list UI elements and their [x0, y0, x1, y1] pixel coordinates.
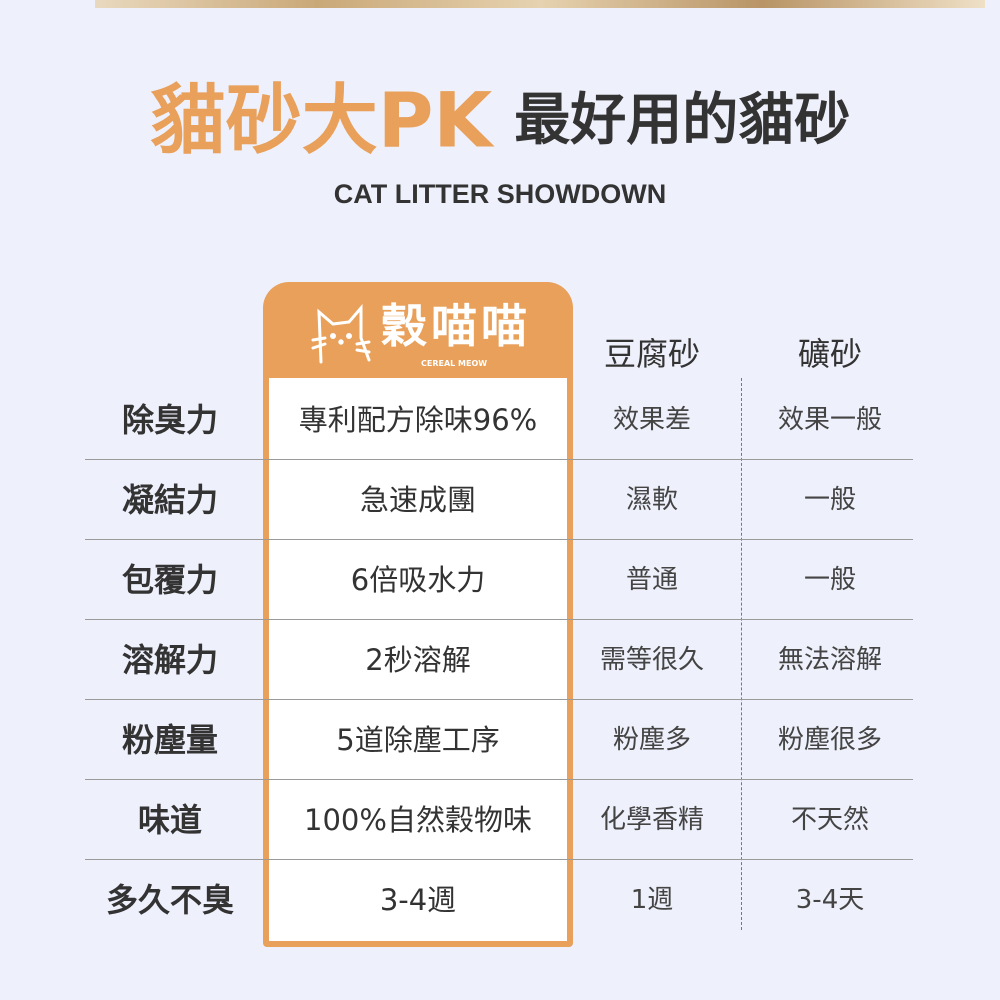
brand-value: 6倍吸水力	[350, 563, 486, 597]
row-label: 粉塵量	[121, 721, 218, 759]
row-label: 溶解力	[121, 641, 218, 679]
row-label: 味道	[137, 801, 202, 839]
brand-tagline: CEREAL MEOW	[421, 359, 488, 368]
brand-value: 3-4週	[379, 883, 457, 917]
tofu-value: 普通	[625, 565, 678, 595]
mineral-value: 3-4天	[795, 885, 865, 915]
brand-value: 100%自然穀物味	[304, 803, 532, 837]
row-label: 多久不臭	[105, 881, 234, 919]
row-label: 凝結力	[121, 481, 218, 519]
tofu-value: 化學香精	[599, 805, 704, 835]
row-divider	[85, 619, 913, 620]
row-divider	[85, 859, 913, 860]
title-rest: 最好用的貓砂	[514, 87, 851, 153]
row-label: 除臭力	[121, 401, 218, 439]
brand-name: 穀喵喵	[381, 299, 531, 353]
cat-icon	[311, 304, 371, 364]
brand-column: 穀喵喵 CEREAL MEOW	[263, 282, 573, 947]
title-highlight: 貓砂大PK	[149, 75, 493, 165]
mineral-value: 效果一般	[777, 405, 882, 435]
brand-value: 2秒溶解	[365, 643, 471, 677]
row-divider	[85, 539, 913, 540]
mineral-value: 一般	[803, 485, 856, 515]
brand-value: 專利配方除味96%	[298, 403, 538, 437]
mineral-value: 不天然	[790, 805, 869, 835]
tofu-value: 需等很久	[599, 645, 704, 675]
brand-value: 急速成團	[359, 483, 476, 517]
product-photo-strip	[95, 0, 985, 8]
tofu-value: 效果差	[612, 405, 691, 435]
tofu-value: 1週	[630, 885, 674, 915]
brand-value: 5道除塵工序	[336, 723, 500, 757]
column-header-tofu: 豆腐砂	[603, 335, 700, 373]
brand-logo: 穀喵喵 CEREAL MEOW	[263, 294, 573, 374]
brand-column-body	[269, 378, 567, 941]
mineral-value: 無法溶解	[777, 645, 882, 675]
mineral-value: 粉塵很多	[777, 725, 882, 755]
row-divider	[85, 779, 913, 780]
column-divider	[741, 378, 742, 930]
page-title: 貓砂大PK 最好用的貓砂	[0, 75, 1000, 165]
row-divider	[85, 699, 913, 700]
row-divider	[85, 459, 913, 460]
mineral-value: 一般	[803, 565, 856, 595]
tofu-value: 濕軟	[625, 485, 678, 515]
subtitle: CAT LITTER SHOWDOWN	[333, 179, 667, 209]
column-header-mineral: 礦砂	[797, 335, 862, 373]
tofu-value: 粉塵多	[612, 725, 691, 755]
row-label: 包覆力	[121, 561, 218, 599]
